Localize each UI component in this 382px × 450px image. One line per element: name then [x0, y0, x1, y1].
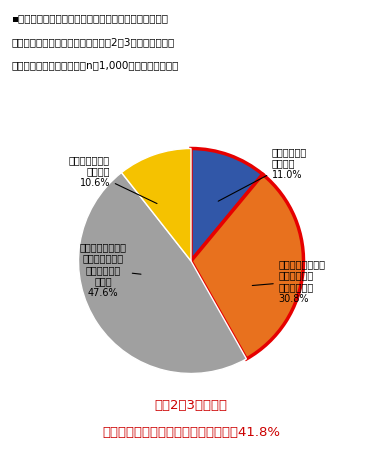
Wedge shape — [191, 148, 263, 261]
Text: 要となるレベルの自然災害が、今後2～3年間で何かしら: 要となるレベルの自然災害が、今後2～3年間で何かしら — [11, 37, 175, 47]
Text: 確実に発生す
ると思う
11.0%: 確実に発生す ると思う 11.0% — [218, 147, 307, 201]
Text: 発生すると思いますか？（n＝1,000／単一回答方式）: 発生すると思いますか？（n＝1,000／単一回答方式） — [11, 60, 179, 70]
Text: 避難が必要な災害が発生すると思う　41.8%: 避難が必要な災害が発生すると思う 41.8% — [102, 426, 280, 439]
Text: 今後2～3年以内に: 今後2～3年以内に — [154, 399, 228, 412]
Wedge shape — [78, 172, 246, 374]
Text: 全く発生はしな
いと思う
10.6%: 全く発生はしな いと思う 10.6% — [69, 155, 157, 203]
Text: どちらかというと
発生しないほう
の確率が高い
と思う
47.6%: どちらかというと 発生しないほう の確率が高い と思う 47.6% — [80, 242, 141, 298]
Text: どちらかというと
発生する確率
が高いと思う
30.8%: どちらかというと 発生する確率 が高いと思う 30.8% — [252, 259, 326, 304]
Text: ▪あなたがお住まいのエリアで、あなた自身の避難が必: ▪あなたがお住まいのエリアで、あなた自身の避難が必 — [11, 14, 168, 23]
Wedge shape — [191, 174, 304, 359]
Wedge shape — [121, 148, 191, 261]
